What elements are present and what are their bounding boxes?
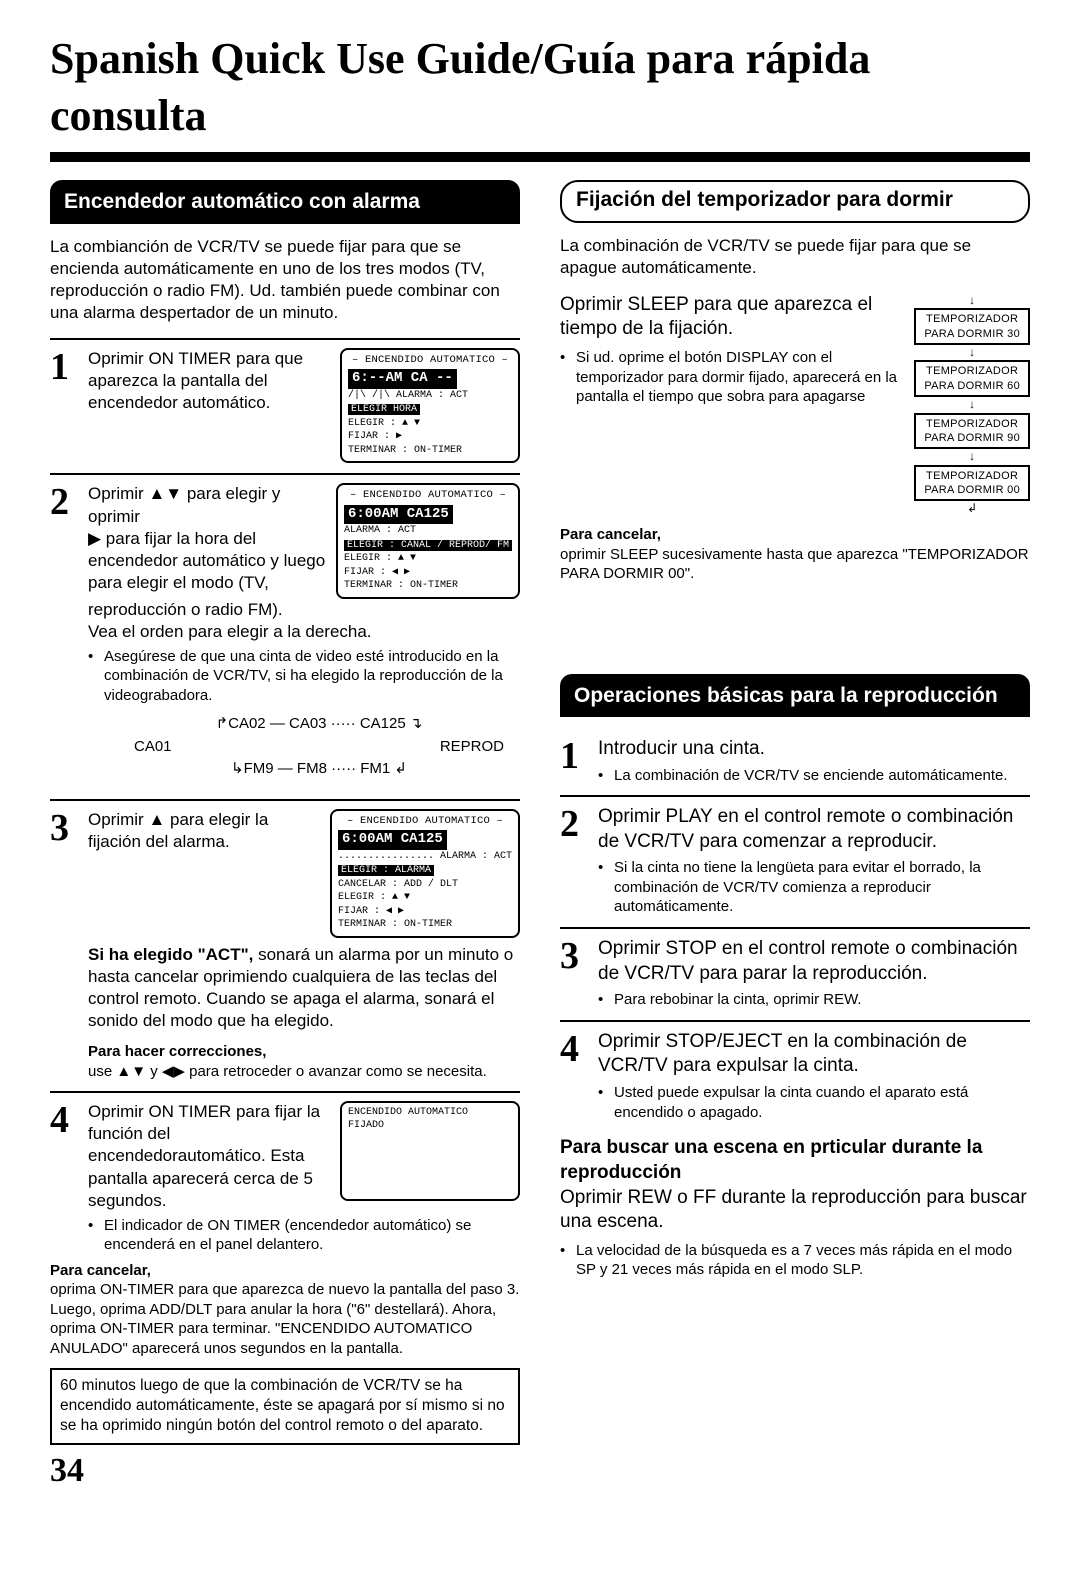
- step-num: 4: [50, 1101, 78, 1254]
- lcd-title: – ENCENDIDO AUTOMATICO –: [344, 489, 512, 502]
- section-header-alarma: Encendedor automático con alarma: [50, 180, 520, 223]
- lcd-line: ALARMA : ACT: [344, 525, 512, 538]
- lcd-line: ELEGIR : ▲ ▼: [344, 553, 512, 566]
- search-label: Para buscar una escena en prticular dura…: [560, 1136, 1030, 1185]
- lcd-line: /|\ /|\ ALARMA : ACT: [348, 390, 512, 403]
- chain-top: ↱CA02 — CA03 ····· CA125 ↴: [118, 713, 520, 736]
- lcd-inverse: ELEGIR HORA: [348, 404, 420, 415]
- step-1-text: Oprimir ON TIMER para que aparezca la pa…: [88, 348, 330, 414]
- intro-sleep: La combinación de VCR/TV se puede fijar …: [560, 235, 1030, 279]
- chain-bot: ↳FM9 — FM8 ····· FM1 ↲: [118, 758, 520, 781]
- step-num: 1: [50, 348, 78, 463]
- column-left: Encendedor automático con alarma La comb…: [50, 180, 520, 1492]
- intro-alarma: La combianción de VCR/TV se puede fijar …: [50, 236, 520, 324]
- step-1: 1 Oprimir ON TIMER para que aparezca la …: [50, 338, 520, 463]
- step-2: 2 Oprimir ▲▼ para elegir y oprimir ▶ par…: [50, 473, 520, 789]
- lcd-line: TERMINAR : ON-TIMER: [344, 580, 512, 593]
- step-r2: 2 Oprimir PLAY en el control remote o co…: [560, 795, 1030, 917]
- step-r1: 1 Introducir una cinta. •La combinación …: [560, 729, 1030, 785]
- sleep-opt: TEMPORIZADOR PARA DORMIR 90: [914, 413, 1030, 450]
- lcd-line: FIJADO: [348, 1120, 512, 1133]
- sleep-opt: TEMPORIZADOR PARA DORMIR 00: [914, 465, 1030, 502]
- lcd-inverse: ELEGIR : CANAL / REPROD/ FM: [344, 540, 512, 551]
- lcd-main: 6:00AM CA125: [338, 830, 447, 850]
- lcd-3: – ENCENDIDO AUTOMATICO – 6:00AM CA125 ..…: [330, 809, 520, 938]
- cancel-label: Para cancelar,: [50, 1261, 520, 1281]
- lcd-title: – ENCENDIDO AUTOMATICO –: [348, 354, 512, 367]
- step-r1-text: Introducir una cinta.: [598, 737, 1030, 762]
- chain-left: CA01: [134, 736, 172, 759]
- lcd-line: ELEGIR : ▲ ▼: [338, 892, 512, 905]
- lcd-line: TERMINAR : ON-TIMER: [348, 445, 512, 458]
- step-r2-text: Oprimir PLAY en el control remote o comb…: [598, 805, 1030, 854]
- lcd-line: TERMINAR : ON-TIMER: [338, 919, 512, 932]
- step-r2-note: Si la cinta no tiene la lengüeta para ev…: [614, 858, 1030, 917]
- t: Vea el orden para elegir a la derecha.: [88, 621, 520, 643]
- lcd-line: FIJAR : ◀ ▶: [344, 567, 512, 580]
- correcciones-label: Para hacer correcciones,: [88, 1042, 520, 1062]
- sleep-cancel-label: Para cancelar,: [560, 526, 661, 543]
- step-num: 2: [50, 483, 78, 789]
- lcd-line: ELEGIR : ▲ ▼: [348, 418, 512, 431]
- step-r3-note: Para rebobinar la cinta, oprimir REW.: [614, 990, 862, 1010]
- step-4-note: El indicador de ON TIMER (encendedor aut…: [104, 1216, 520, 1255]
- step-r1-note: La combinación de VCR/TV se enciende aut…: [614, 766, 1008, 786]
- search-text: Oprimir REW o FF durante la reproducción…: [560, 1186, 1030, 1235]
- t: reproducción o radio FM).: [88, 599, 520, 621]
- sleep-note: Si ud. oprime el botón DISPLAY con el te…: [576, 348, 902, 407]
- step-2-text: Oprimir ▲▼ para elegir y oprimir ▶ para …: [88, 483, 326, 593]
- search-note: La velocidad de la búsqueda es a 7 veces…: [576, 1241, 1030, 1280]
- step-r4-text: Oprimir STOP/EJECT en la combinación de …: [598, 1030, 1030, 1079]
- rule-top: [50, 152, 1030, 162]
- section-header-reproduccion: Operaciones básicas para la reproducción: [560, 674, 1030, 717]
- section-header-sleep: Fijación del temporizador para dormir: [560, 180, 1030, 222]
- step-3-text: Oprimir ▲ para elegir la fijación del al…: [88, 809, 320, 853]
- page-number: 34: [50, 1449, 520, 1493]
- lcd-4: ENCENDIDO AUTOMATICO FIJADO: [340, 1101, 520, 1201]
- channel-chain-diagram: ↱CA02 — CA03 ····· CA125 ↴ CA01 REPROD ↳…: [118, 713, 520, 781]
- step-num: 1: [560, 737, 588, 785]
- chain-right: REPROD: [440, 736, 504, 759]
- lcd-line: CANCELAR : ADD / DLT: [338, 879, 512, 892]
- step-2-note: Asegúrese de que una cinta de video esté…: [104, 647, 520, 706]
- cancel-text: oprima ON-TIMER para que aparezca de nue…: [50, 1280, 520, 1358]
- t: Oprimir ▲▼ para elegir y oprimir: [88, 484, 280, 525]
- sleep-opt: TEMPORIZADOR PARA DORMIR 60: [914, 360, 1030, 397]
- t: ▶ para fijar la hora del encendedor auto…: [88, 529, 325, 592]
- step-num: 2: [560, 805, 588, 917]
- box-note: 60 minutos luego de que la combinación d…: [50, 1368, 520, 1444]
- act-label: Si ha elegido "ACT",: [88, 945, 253, 964]
- correcciones-text: use ▲▼ y ◀▶ para retroceder o avanzar co…: [88, 1062, 520, 1082]
- lcd-inverse: ELEGIR : ALARMA: [338, 865, 434, 876]
- lcd-line: ................ ALARMA : ACT: [338, 851, 512, 864]
- lcd-main: 6:--AM CA --: [348, 369, 457, 389]
- sleep-opt: TEMPORIZADOR PARA DORMIR 30: [914, 308, 1030, 345]
- step-r4-note: Usted puede expulsar la cinta cuando el …: [614, 1083, 1030, 1122]
- step-num: 3: [560, 937, 588, 1010]
- lcd-line: FIJAR : ◀ ▶: [338, 906, 512, 919]
- step-r3-text: Oprimir STOP en el control remote o comb…: [598, 937, 1030, 986]
- step-r4: 4 Oprimir STOP/EJECT en la combinación d…: [560, 1020, 1030, 1122]
- lcd-line: FIJAR : ▶: [348, 431, 512, 444]
- step-num: 4: [560, 1030, 588, 1122]
- sleep-options: ↓ TEMPORIZADOR PARA DORMIR 30 ↓ TEMPORIZ…: [914, 293, 1030, 517]
- sleep-instruction: Oprimir SLEEP para que aparezca el tiemp…: [560, 293, 902, 342]
- step-num: 3: [50, 809, 78, 1081]
- lcd-1: – ENCENDIDO AUTOMATICO – 6:--AM CA -- /|…: [340, 348, 520, 463]
- lcd-2: – ENCENDIDO AUTOMATICO – 6:00AM CA125 AL…: [336, 483, 520, 598]
- step-4: 4 Oprimir ON TIMER para fijar la función…: [50, 1091, 520, 1254]
- lcd-title: – ENCENDIDO AUTOMATICO –: [338, 815, 512, 828]
- lcd-main: 6:00AM CA125: [344, 505, 453, 525]
- two-columns: Encendedor automático con alarma La comb…: [50, 180, 1030, 1492]
- page-title: Spanish Quick Use Guide/Guía para rápida…: [50, 30, 1030, 144]
- step-r3: 3 Oprimir STOP en el control remote o co…: [560, 927, 1030, 1010]
- sleep-cancel-text: oprimir SLEEP sucesivamente hasta que ap…: [560, 546, 1029, 583]
- column-right: Fijación del temporizador para dormir La…: [560, 180, 1030, 1492]
- lcd-line: ENCENDIDO AUTOMATICO: [348, 1107, 512, 1120]
- step-3: 3 Oprimir ▲ para elegir la fijación del …: [50, 799, 520, 1081]
- step-4-text: Oprimir ON TIMER para fijar la función d…: [88, 1101, 330, 1211]
